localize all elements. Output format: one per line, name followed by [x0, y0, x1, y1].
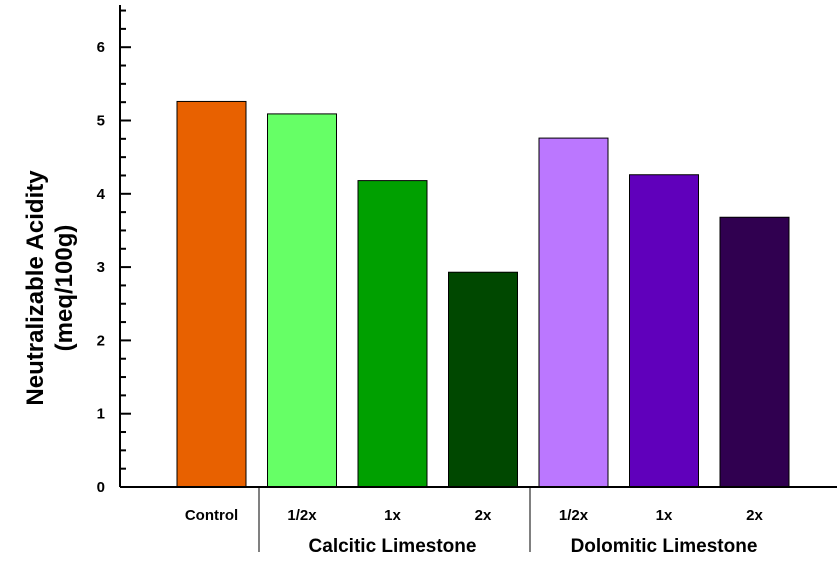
x-tick-label: 2x [746, 507, 763, 524]
bar [357, 180, 428, 488]
x-tick-label: 1/2x [287, 507, 317, 524]
bar [719, 216, 790, 488]
x-tick-label: Control [185, 507, 238, 524]
x-tick-label: 1/2x [559, 507, 589, 524]
x-tick-label: 1x [656, 507, 673, 524]
y-tick-label: 3 [97, 259, 105, 276]
group-label: Dolomitic Limestone [571, 536, 758, 557]
x-tick-label: 1x [384, 507, 401, 524]
bar [629, 174, 699, 488]
bar [538, 137, 609, 488]
y-tick-label: 6 [97, 39, 105, 56]
group-label: Calcitic Limestone [309, 536, 477, 557]
x-tick-label: 2x [475, 507, 492, 524]
x-axis: Control 1/2x 1x 2x 1/2x 1x 2x Calcitic Limeston… [120, 486, 837, 557]
y-tick-label: 0 [97, 479, 105, 496]
y-axis-title-line-1: Neutralizable Acidity [22, 170, 49, 406]
y-axis-title-line-2: (meq/100g) [51, 225, 78, 352]
bar [267, 113, 337, 488]
y-tick-label: 4 [97, 186, 106, 203]
bar [176, 100, 247, 488]
bars [176, 100, 790, 488]
y-tick-label: 2 [97, 332, 105, 349]
y-axis: 0 1 2 3 4 5 6 [97, 5, 131, 496]
y-tick-label: 1 [97, 406, 105, 423]
y-axis-title: Neutralizable Acidity (meq/100g) [22, 170, 78, 406]
bar [448, 271, 518, 488]
y-tick-label: 5 [97, 113, 105, 130]
